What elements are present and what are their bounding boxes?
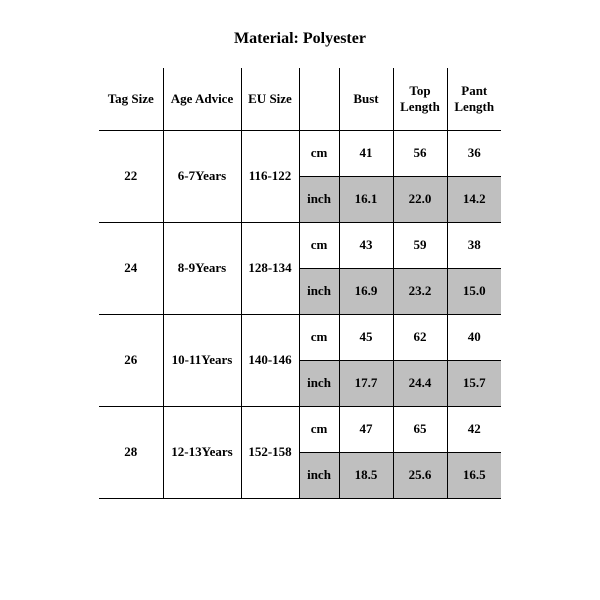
cell-bust-cm: 45 (339, 314, 393, 360)
cell-top-inch: 23.2 (393, 268, 447, 314)
cell-unit-inch: inch (299, 452, 339, 498)
cell-top-inch: 25.6 (393, 452, 447, 498)
cell-tag: 22 (99, 130, 163, 222)
cell-eu: 152-158 (241, 406, 299, 498)
cell-unit-inch: inch (299, 176, 339, 222)
cell-bust-cm: 47 (339, 406, 393, 452)
cell-bust-inch: 16.1 (339, 176, 393, 222)
cell-age: 12-13Years (163, 406, 241, 498)
col-bust: Bust (339, 68, 393, 130)
cell-eu: 128-134 (241, 222, 299, 314)
cell-unit-cm: cm (299, 222, 339, 268)
cell-top-cm: 59 (393, 222, 447, 268)
col-eu-size: EU Size (241, 68, 299, 130)
cell-top-inch: 22.0 (393, 176, 447, 222)
cell-top-inch: 24.4 (393, 360, 447, 406)
cell-bust-cm: 43 (339, 222, 393, 268)
col-top-length: Top Length (393, 68, 447, 130)
col-unit (299, 68, 339, 130)
cell-age: 6-7Years (163, 130, 241, 222)
cell-top-cm: 62 (393, 314, 447, 360)
cell-eu: 140-146 (241, 314, 299, 406)
cell-bust-inch: 17.7 (339, 360, 393, 406)
table-row: 22 6-7Years 116-122 cm 41 56 36 (99, 130, 501, 176)
page-title: Material: Polyester (0, 0, 600, 68)
cell-age: 8-9Years (163, 222, 241, 314)
cell-age: 10-11Years (163, 314, 241, 406)
cell-top-cm: 65 (393, 406, 447, 452)
cell-pant-inch: 16.5 (447, 452, 501, 498)
table-row: 26 10-11Years 140-146 cm 45 62 40 (99, 314, 501, 360)
cell-unit-inch: inch (299, 360, 339, 406)
cell-unit-cm: cm (299, 406, 339, 452)
table-row: 24 8-9Years 128-134 cm 43 59 38 (99, 222, 501, 268)
col-age-advice: Age Advice (163, 68, 241, 130)
cell-pant-cm: 42 (447, 406, 501, 452)
cell-unit-inch: inch (299, 268, 339, 314)
cell-bust-cm: 41 (339, 130, 393, 176)
cell-pant-cm: 36 (447, 130, 501, 176)
cell-eu: 116-122 (241, 130, 299, 222)
cell-pant-cm: 40 (447, 314, 501, 360)
col-pant-length: Pant Length (447, 68, 501, 130)
cell-pant-inch: 14.2 (447, 176, 501, 222)
cell-unit-cm: cm (299, 130, 339, 176)
cell-bust-inch: 16.9 (339, 268, 393, 314)
table-row: 28 12-13Years 152-158 cm 47 65 42 (99, 406, 501, 452)
cell-tag: 24 (99, 222, 163, 314)
cell-tag: 26 (99, 314, 163, 406)
cell-pant-inch: 15.0 (447, 268, 501, 314)
cell-bust-inch: 18.5 (339, 452, 393, 498)
cell-tag: 28 (99, 406, 163, 498)
cell-pant-cm: 38 (447, 222, 501, 268)
cell-top-cm: 56 (393, 130, 447, 176)
col-tag-size: Tag Size (99, 68, 163, 130)
cell-unit-cm: cm (299, 314, 339, 360)
cell-pant-inch: 15.7 (447, 360, 501, 406)
size-table: Tag Size Age Advice EU Size Bust Top Len… (99, 68, 501, 499)
header-row: Tag Size Age Advice EU Size Bust Top Len… (99, 68, 501, 130)
